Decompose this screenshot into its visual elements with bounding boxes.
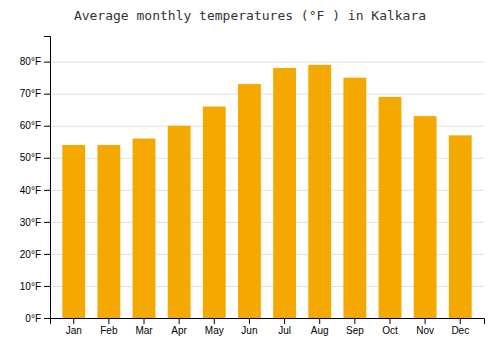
tick-mark xyxy=(44,158,50,159)
tick-mark xyxy=(460,318,461,324)
tick-label: 10°F xyxy=(20,281,41,292)
axis-line xyxy=(44,37,51,319)
x-tick: Nov xyxy=(416,318,434,336)
x-axis: Jan Feb Mar Apr May Jun Jul Aug Sep Oct Nov Dec xyxy=(51,318,485,336)
tick-label: 50°F xyxy=(20,152,41,163)
tick-mark xyxy=(44,126,50,127)
title: Average monthly temperatures (°F ) in Ka… xyxy=(74,8,426,23)
tick-mark xyxy=(73,318,74,324)
tick-label: Feb xyxy=(100,325,118,336)
tick-mark xyxy=(144,318,145,324)
y-tick: 0°F xyxy=(25,313,50,324)
y-tick: 70°F xyxy=(20,88,50,99)
x-tick: Feb xyxy=(100,318,118,336)
tick-label: 60°F xyxy=(20,120,41,131)
bar xyxy=(238,84,261,318)
bar xyxy=(308,65,331,318)
axis-line xyxy=(51,319,485,325)
bar xyxy=(168,126,191,318)
tick-mark xyxy=(44,94,50,95)
tick-mark xyxy=(284,318,285,324)
chart: Average monthly temperatures (°F ) in Ka… xyxy=(0,0,500,350)
y-tick: 30°F xyxy=(20,217,50,228)
tick-mark xyxy=(44,62,50,63)
tick-label: Jun xyxy=(241,325,257,336)
plot: 0°F 10°F 20°F 30°F 40°F 50°F 60°F 70°F 80°F Jan Fe… xyxy=(20,37,485,337)
x-tick: Dec xyxy=(451,318,469,336)
tick-mark xyxy=(179,318,180,324)
tick-mark xyxy=(44,286,50,287)
tick-label: 20°F xyxy=(20,249,41,260)
bar xyxy=(203,107,226,319)
tick-label: Sep xyxy=(346,325,364,336)
tick-mark xyxy=(44,254,50,255)
tick-label: May xyxy=(205,325,224,336)
y-tick: 10°F xyxy=(20,281,50,292)
tick-mark xyxy=(389,318,390,324)
x-tick: Jan xyxy=(66,318,82,336)
bars xyxy=(62,65,471,318)
bar xyxy=(343,78,366,318)
x-tick: Jun xyxy=(241,318,257,336)
y-axis: 0°F 10°F 20°F 30°F 40°F 50°F 60°F 70°F 80°F xyxy=(20,37,51,324)
tick-label: Aug xyxy=(311,325,329,336)
y-tick: 80°F xyxy=(20,56,50,67)
x-tick: Sep xyxy=(346,318,364,336)
tick-label: Jan xyxy=(66,325,82,336)
grid-line xyxy=(50,94,484,95)
bar xyxy=(449,135,472,318)
tick-label: Oct xyxy=(382,325,398,336)
x-tick: Apr xyxy=(171,318,187,336)
tick-mark xyxy=(425,318,426,324)
tick-label: 0°F xyxy=(25,313,41,324)
x-tick: Mar xyxy=(135,318,153,336)
y-tick: 60°F xyxy=(20,120,50,131)
bar xyxy=(414,116,437,318)
grid-tick xyxy=(50,62,484,63)
tick-mark xyxy=(214,318,215,324)
tick-mark xyxy=(44,318,50,319)
tick-label: Jul xyxy=(278,325,291,336)
tick-mark xyxy=(249,318,250,324)
bar xyxy=(97,145,120,318)
tick-mark xyxy=(319,318,320,324)
y-tick: 50°F xyxy=(20,152,50,163)
x-tick: Jul xyxy=(278,318,291,336)
y-tick: 20°F xyxy=(20,249,50,260)
bar xyxy=(62,145,85,318)
bar xyxy=(379,97,402,318)
tick-mark xyxy=(44,222,50,223)
tick-label: Mar xyxy=(135,325,153,336)
grid xyxy=(50,62,484,318)
x-tick: Aug xyxy=(311,318,329,336)
x-tick: Oct xyxy=(382,318,398,336)
y-tick: 40°F xyxy=(20,185,50,196)
tick-mark xyxy=(44,190,50,191)
tick-mark xyxy=(108,318,109,324)
tick-label: 80°F xyxy=(20,56,41,67)
tick-label: 30°F xyxy=(20,217,41,228)
tick-label: Apr xyxy=(171,325,187,336)
tick-label: Nov xyxy=(416,325,434,336)
tick-label: Dec xyxy=(451,325,469,336)
grid-tick xyxy=(50,94,484,95)
tick-label: 70°F xyxy=(20,88,41,99)
tick-mark xyxy=(354,318,355,324)
tick-label: 40°F xyxy=(20,185,41,196)
bar xyxy=(273,68,296,318)
x-tick: May xyxy=(205,318,224,336)
bar xyxy=(133,139,156,318)
grid-line xyxy=(50,62,484,63)
